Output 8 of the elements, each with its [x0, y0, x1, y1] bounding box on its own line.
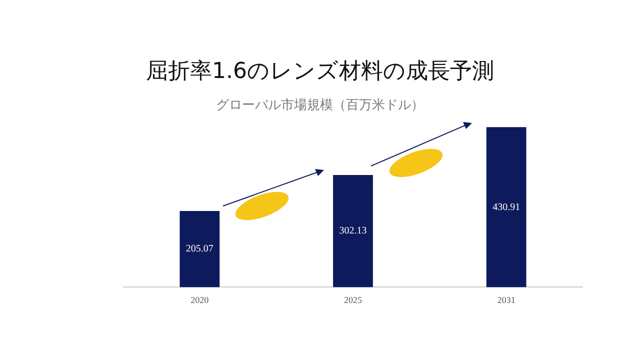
x-tick-label: 2031 — [497, 294, 516, 305]
data-label: 302.13 — [339, 226, 367, 237]
chart-title: 屈折率1.6のレンズ材料の成長予測 — [145, 58, 495, 86]
x-tick-label: 2025 — [344, 294, 362, 305]
data-label: 205.07 — [186, 244, 214, 255]
data-label: 430.91 — [492, 202, 520, 213]
chart-subtitle: グローバル市場規模（百万米ドル） — [215, 97, 425, 114]
x-tick-label: 2020 — [190, 294, 210, 305]
